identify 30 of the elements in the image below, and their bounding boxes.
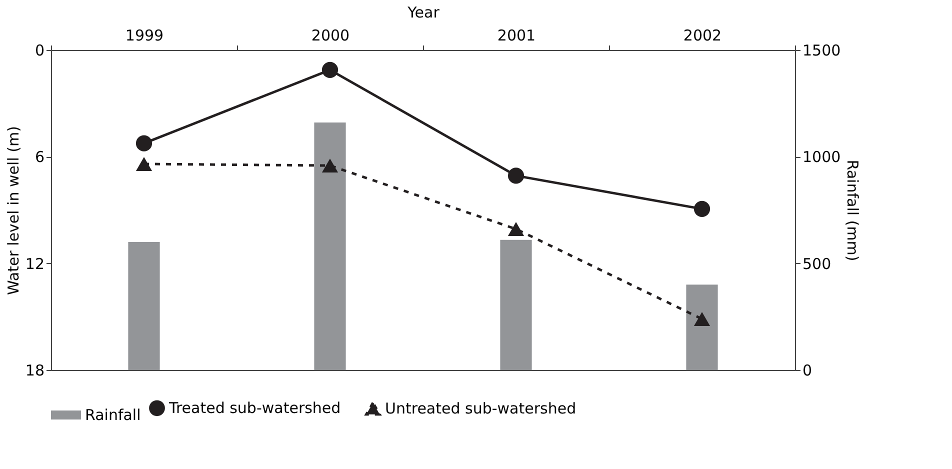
legend-label: Treated sub-watershed xyxy=(168,399,341,418)
point xyxy=(694,200,710,217)
x-axis-title: Year xyxy=(406,4,440,22)
bar xyxy=(128,242,160,370)
y-tick-label: 6 xyxy=(34,148,44,166)
x-tick-label: 2001 xyxy=(497,26,536,44)
point xyxy=(136,156,152,171)
y2-tick-label: 0 xyxy=(802,362,812,380)
point xyxy=(508,168,524,184)
point xyxy=(694,312,710,326)
legend-label: Untreated sub-watershed xyxy=(385,400,576,418)
point xyxy=(136,135,152,152)
bar xyxy=(314,122,346,370)
y-tick-label: 12 xyxy=(25,254,44,273)
point xyxy=(322,158,338,173)
y2-tick-label: 500 xyxy=(802,254,832,273)
bar xyxy=(686,284,718,370)
y-axis-title: Water level in well (m) xyxy=(4,126,22,295)
y-tick-label: 0 xyxy=(34,42,44,60)
y-tick-label: 18 xyxy=(25,362,44,380)
point xyxy=(322,62,338,78)
x-tick-label: 1999 xyxy=(125,26,164,44)
bar xyxy=(500,240,532,370)
x-tick-label: 2002 xyxy=(683,26,722,44)
point xyxy=(508,222,524,236)
y2-tick-label: 1500 xyxy=(802,42,841,60)
y2-tick-label: 1000 xyxy=(802,148,841,166)
legend-label: Rainfall xyxy=(85,406,141,424)
y2-axis-title: Rainfall (mm) xyxy=(844,160,862,262)
x-tick-label: 2000 xyxy=(311,26,350,44)
